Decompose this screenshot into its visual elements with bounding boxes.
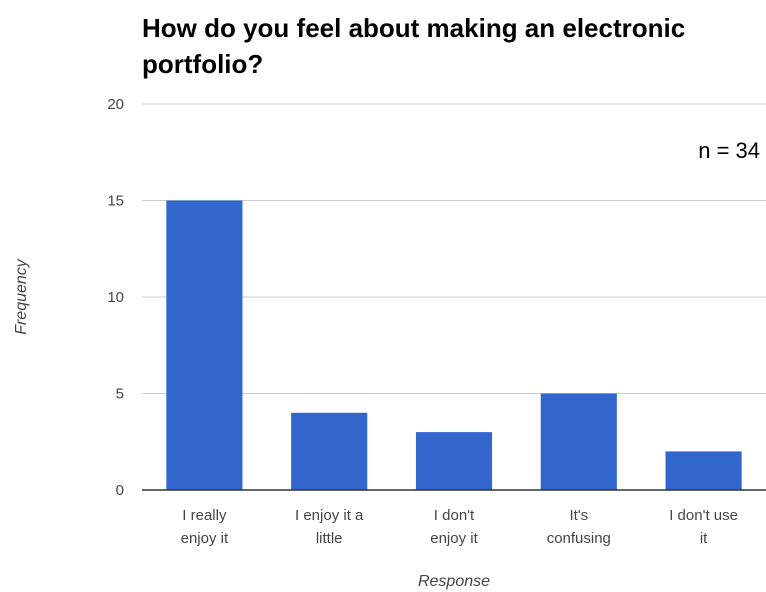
x-tick-label-line: little: [316, 530, 343, 547]
x-tick-labels: I really enjoy it I enjoy it a little I don'…: [181, 507, 738, 547]
x-tick-label-line: It's: [569, 507, 588, 524]
y-tick-label: 20: [107, 96, 124, 113]
y-tick-label: 0: [116, 482, 124, 499]
x-tick-label-line: I really: [182, 507, 227, 524]
y-axis-label: Frequency: [13, 258, 30, 335]
x-tick-label: I really enjoy it: [181, 507, 229, 547]
x-tick-label-line: enjoy it: [430, 530, 478, 547]
bar: [415, 432, 493, 490]
x-tick-label-line: it: [700, 530, 708, 547]
y-tick-label: 10: [107, 289, 124, 306]
x-tick-label-line: I enjoy it a: [295, 507, 364, 524]
gridlines: [142, 103, 766, 394]
y-tick-label: 15: [107, 193, 124, 210]
x-tick-label: It's confusing: [547, 507, 611, 547]
bar: [166, 200, 243, 490]
x-tick-label-line: enjoy it: [181, 530, 229, 547]
bar: [291, 412, 368, 490]
bars: [166, 200, 742, 490]
bar: [540, 393, 617, 490]
chart-title: How do you feel about making an electron…: [142, 13, 686, 79]
x-tick-label-line: confusing: [547, 530, 611, 547]
x-tick-label: I don't enjoy it: [430, 507, 478, 547]
sample-size-annotation: n = 34: [698, 138, 760, 163]
x-axis-label: Response: [418, 573, 490, 590]
y-tick-labels: 0 5 10 15 20: [107, 96, 124, 499]
bar: [665, 451, 742, 490]
x-tick-label: I enjoy it a little: [295, 507, 364, 547]
y-tick-label: 5: [116, 386, 124, 403]
x-tick-label: I don't use it: [669, 507, 738, 547]
x-tick-label-line: I don't use: [669, 507, 738, 524]
x-tick-label-line: I don't: [434, 507, 475, 524]
